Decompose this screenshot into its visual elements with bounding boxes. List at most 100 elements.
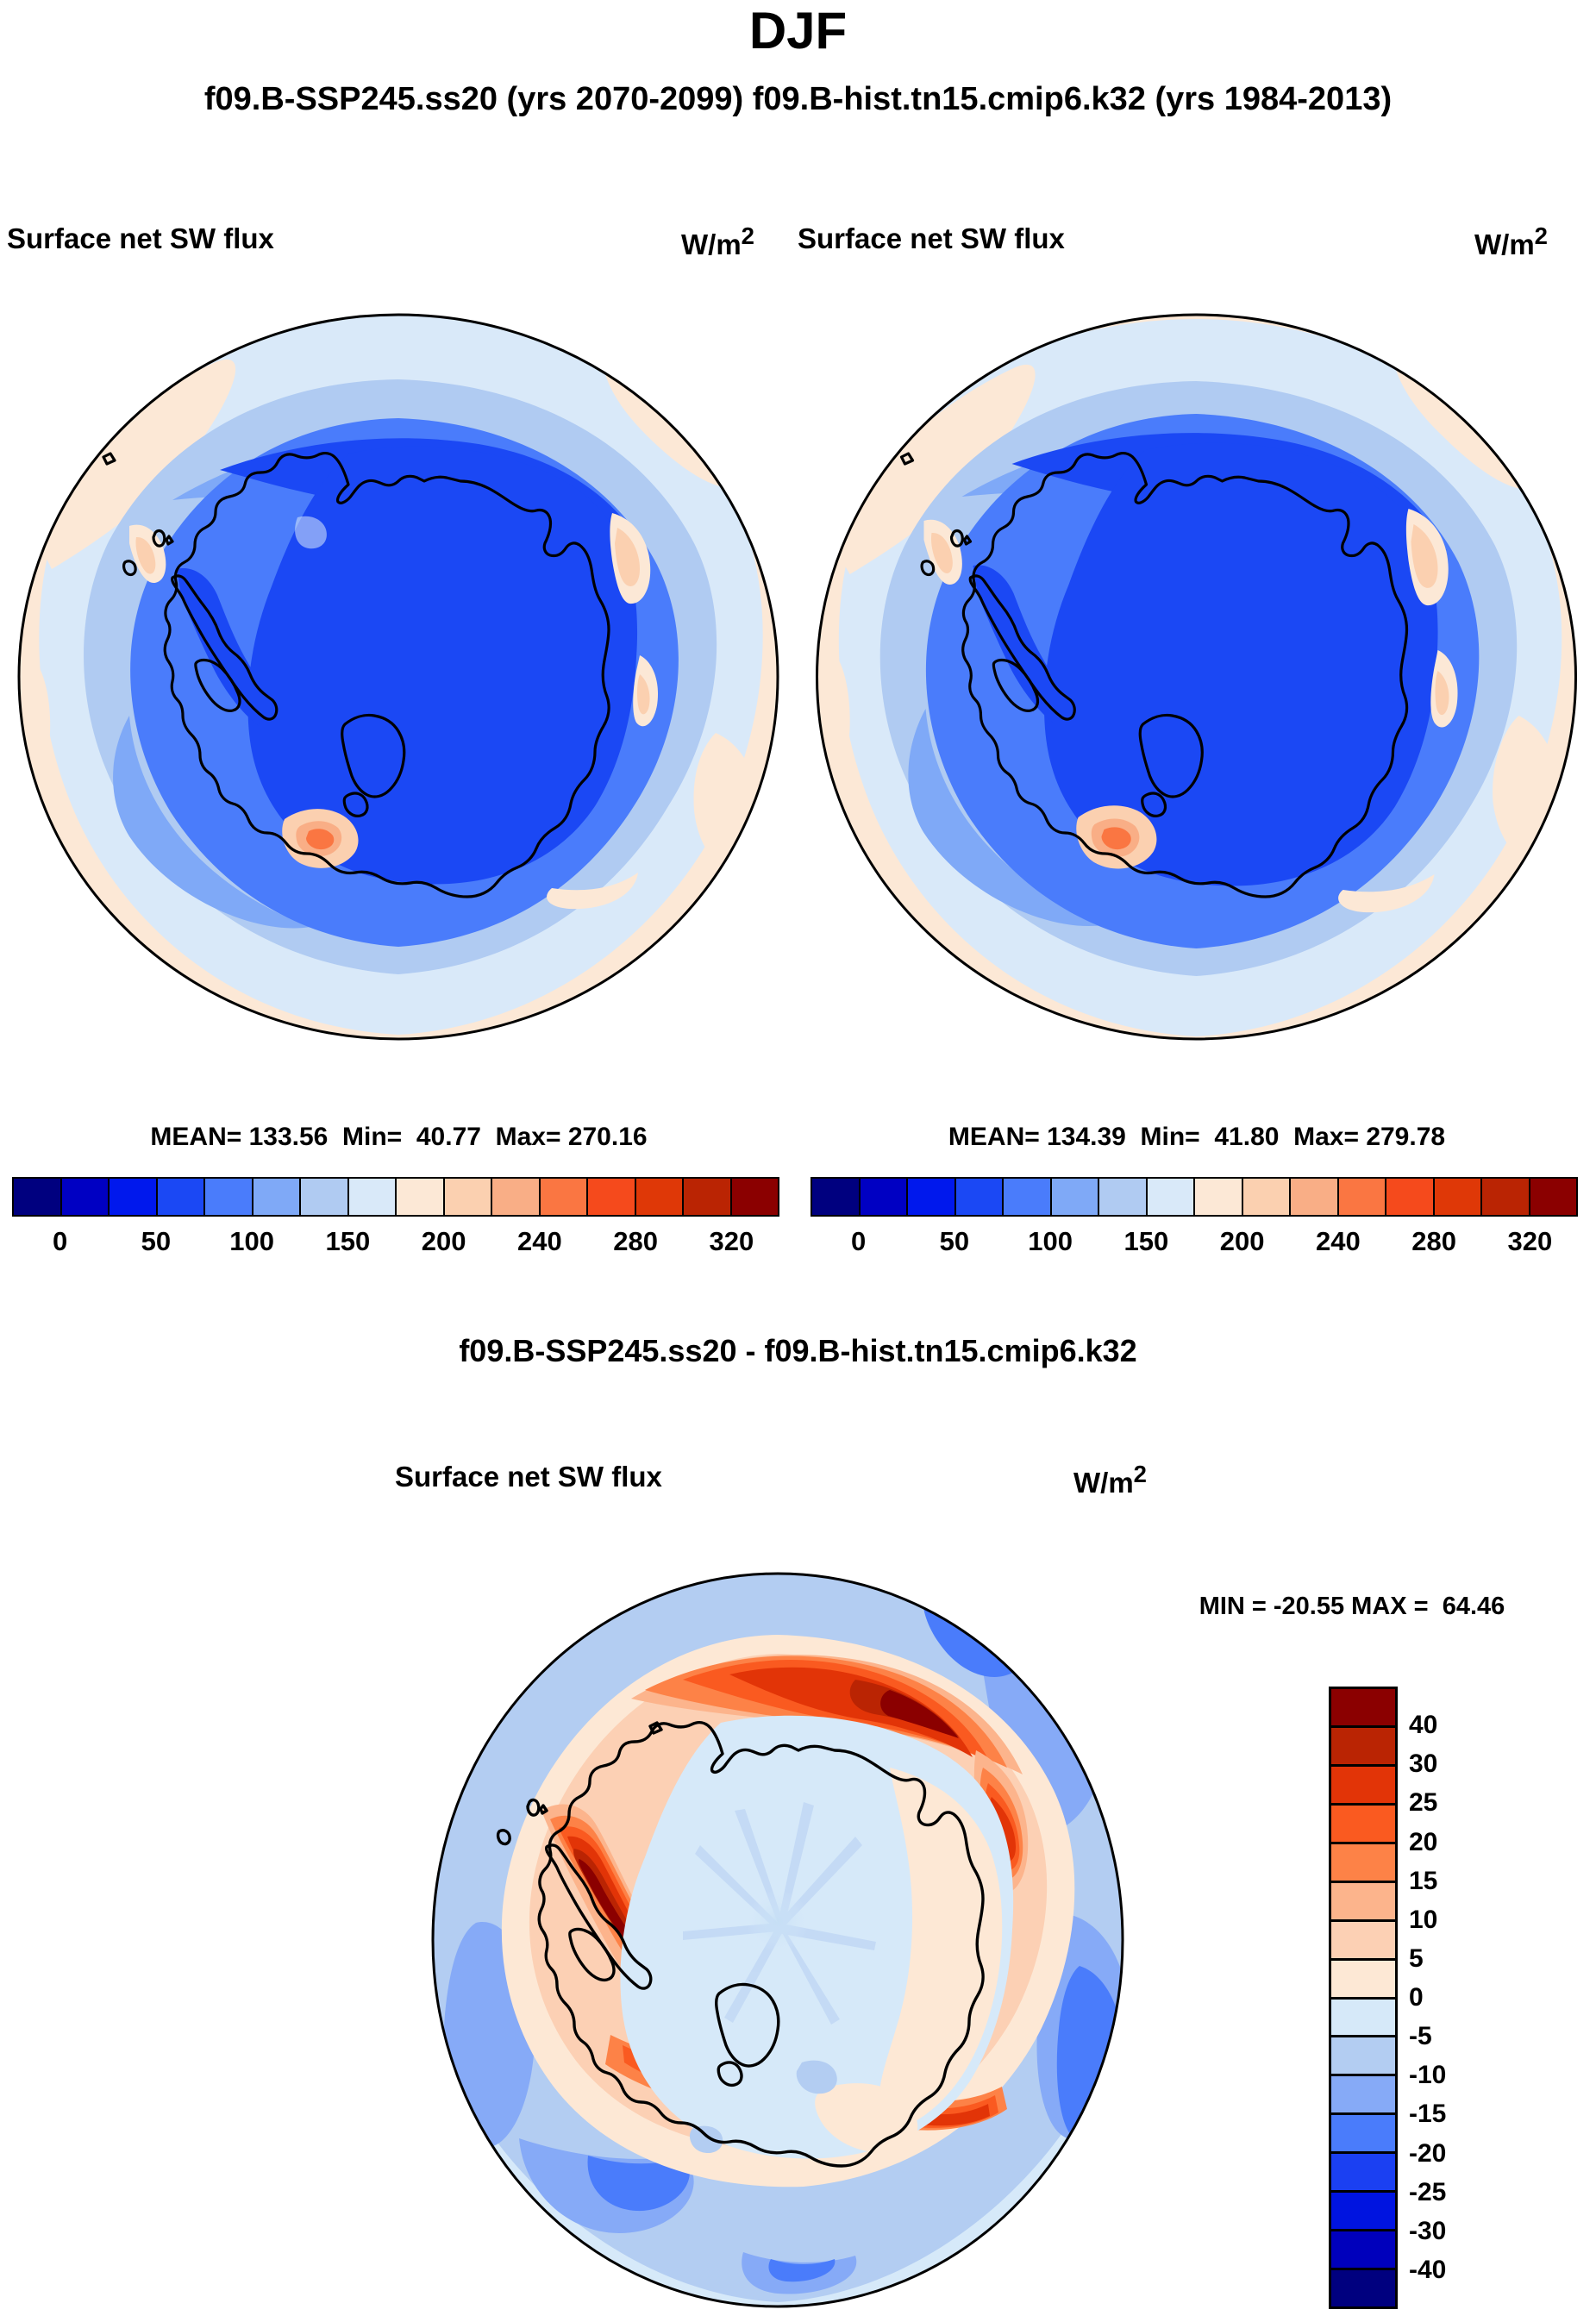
difference-map-coastline [496, 1720, 985, 2168]
colorbar-cell [1434, 1179, 1482, 1215]
colorbar-cell [1331, 1921, 1395, 1961]
colorbar-tick-label: 5 [1409, 1943, 1424, 1973]
colorbar-tick-label: -20 [1409, 2138, 1447, 2168]
colorbar-cell [1195, 1179, 1243, 1215]
colorbar-tick-label: 320 [1507, 1226, 1553, 1256]
left-units-base: W/m [681, 228, 742, 260]
right-colorbar[interactable] [811, 1177, 1578, 1217]
colorbar-cell [253, 1179, 301, 1215]
colorbar-cell [1051, 1179, 1099, 1215]
difference-variable-label: Surface net SW flux [395, 1461, 662, 1493]
difference-map-panel [372, 1552, 1183, 2311]
colorbar-tick-label: 10 [1409, 1905, 1438, 1934]
colorbar-cell [1291, 1179, 1339, 1215]
left-units-exponent: 2 [741, 222, 754, 249]
difference-units-exponent: 2 [1133, 1461, 1147, 1487]
left-panel-units-label: W/m2 [681, 224, 754, 259]
difference-colorbar-labels: 40 30 25 20 15 10 5 0 -5 -10 -15 -20 -25 -30 -40 [1409, 1687, 1521, 2309]
colorbar-tick-label: 200 [1219, 1226, 1265, 1256]
colorbar-cell [1331, 1882, 1395, 1922]
colorbar-tick-label: 50 [939, 1226, 970, 1256]
colorbar-tick-label: 30 [1409, 1749, 1438, 1779]
colorbar-cell [1331, 2193, 1395, 2232]
right-map-coastline [899, 452, 1409, 898]
colorbar-cell [1099, 1179, 1148, 1215]
colorbar-tick-label: -15 [1409, 2100, 1447, 2129]
colorbar-tick-label: 320 [709, 1226, 754, 1256]
right-colorbar-labels: 0 50 100 150 200 240 280 320 [811, 1228, 1578, 1262]
right-map-svg [816, 313, 1577, 1041]
colorbar-cell [397, 1179, 445, 1215]
colorbar-tick-label: 280 [613, 1226, 658, 1256]
difference-stats: MIN = -20.55 MAX = 64.46 [1199, 1593, 1505, 1620]
difference-map-svg [431, 1572, 1124, 2308]
colorbar-tick-label: 0 [53, 1226, 68, 1256]
colorbar-cell [348, 1179, 397, 1215]
difference-units-base: W/m [1073, 1467, 1134, 1499]
colorbar-cell [1331, 1727, 1395, 1767]
difference-map-fill-layer [433, 1574, 1123, 2306]
colorbar-tick-label: -25 [1409, 2177, 1447, 2206]
colorbar-cell [684, 1179, 732, 1215]
right-panel-stats: MEAN= 134.39 Min= 41.80 Max= 279.78 [948, 1123, 1446, 1151]
right-units-exponent: 2 [1534, 222, 1548, 249]
colorbar-tick-label: 200 [421, 1226, 466, 1256]
right-map-fill-layer [817, 315, 1576, 1039]
colorbar-cell [635, 1179, 684, 1215]
colorbar-tick-label: 25 [1409, 1788, 1438, 1818]
right-panel-variable-label: Surface net SW flux [798, 222, 1065, 254]
colorbar-tick-label: 0 [1409, 1983, 1424, 2012]
colorbar-cell [1331, 1766, 1395, 1806]
colorbar-tick-label: 100 [229, 1226, 274, 1256]
colorbar-cell [588, 1179, 636, 1215]
colorbar-tick-label: -5 [1409, 2022, 1432, 2051]
colorbar-cell [1331, 2231, 1395, 2271]
colorbar-cell [1004, 1179, 1052, 1215]
colorbar-cell [61, 1179, 110, 1215]
colorbar-tick-label: 20 [1409, 1827, 1438, 1856]
colorbar-cell [731, 1179, 778, 1215]
colorbar-cell [1331, 1843, 1395, 1883]
colorbar-tick-label: 240 [1316, 1226, 1361, 1256]
colorbar-tick-label: 15 [1409, 1866, 1438, 1895]
colorbar-cell [301, 1179, 349, 1215]
colorbar-tick-label: -10 [1409, 2061, 1447, 2090]
page-title: DJF [748, 2, 848, 59]
colorbar-tick-label: 280 [1411, 1226, 1456, 1256]
colorbar-cell [1338, 1179, 1386, 1215]
colorbar-cell [444, 1179, 492, 1215]
case-subtitle: f09.B-SSP245.ss20 (yrs 2070-2099) f09.B-… [203, 81, 1393, 117]
colorbar-tick-label: -40 [1409, 2255, 1447, 2284]
colorbar-cell [157, 1179, 205, 1215]
left-colorbar[interactable] [12, 1177, 779, 1217]
colorbar-cell [110, 1179, 158, 1215]
colorbar-cell [1386, 1179, 1435, 1215]
colorbar-tick-label: 150 [325, 1226, 371, 1256]
left-colorbar-labels: 0 50 100 150 200 240 280 320 [12, 1228, 779, 1262]
colorbar-cell [14, 1179, 62, 1215]
colorbar-cell [1331, 1805, 1395, 1844]
colorbar-cell [1530, 1179, 1576, 1215]
colorbar-tick-label: 150 [1123, 1226, 1169, 1256]
colorbar-cell [1331, 1960, 1395, 2000]
colorbar-cell [540, 1179, 588, 1215]
left-map-fill-layer [19, 315, 778, 1039]
colorbar-cell [1331, 1689, 1395, 1728]
colorbar-cell [1331, 1999, 1395, 2038]
colorbar-cell [1331, 2154, 1395, 2194]
colorbar-cell [1331, 2037, 1395, 2077]
colorbar-tick-label: 240 [517, 1226, 562, 1256]
difference-map-limb [431, 1572, 1124, 2308]
left-panel-stats: MEAN= 133.56 Min= 40.77 Max= 270.16 [150, 1123, 648, 1151]
difference-units-label: W/m2 [1073, 1462, 1147, 1497]
right-units-base: W/m [1474, 228, 1535, 260]
colorbar-tick-label: 40 [1409, 1711, 1438, 1740]
colorbar-cell [1331, 2076, 1395, 2116]
right-map-limb [816, 313, 1577, 1041]
colorbar-cell [860, 1179, 908, 1215]
colorbar-tick-label: 50 [141, 1226, 172, 1256]
colorbar-cell [492, 1179, 541, 1215]
left-map-limb [17, 313, 779, 1041]
difference-colorbar[interactable] [1329, 1687, 1398, 2309]
colorbar-tick-label: 0 [851, 1226, 867, 1256]
